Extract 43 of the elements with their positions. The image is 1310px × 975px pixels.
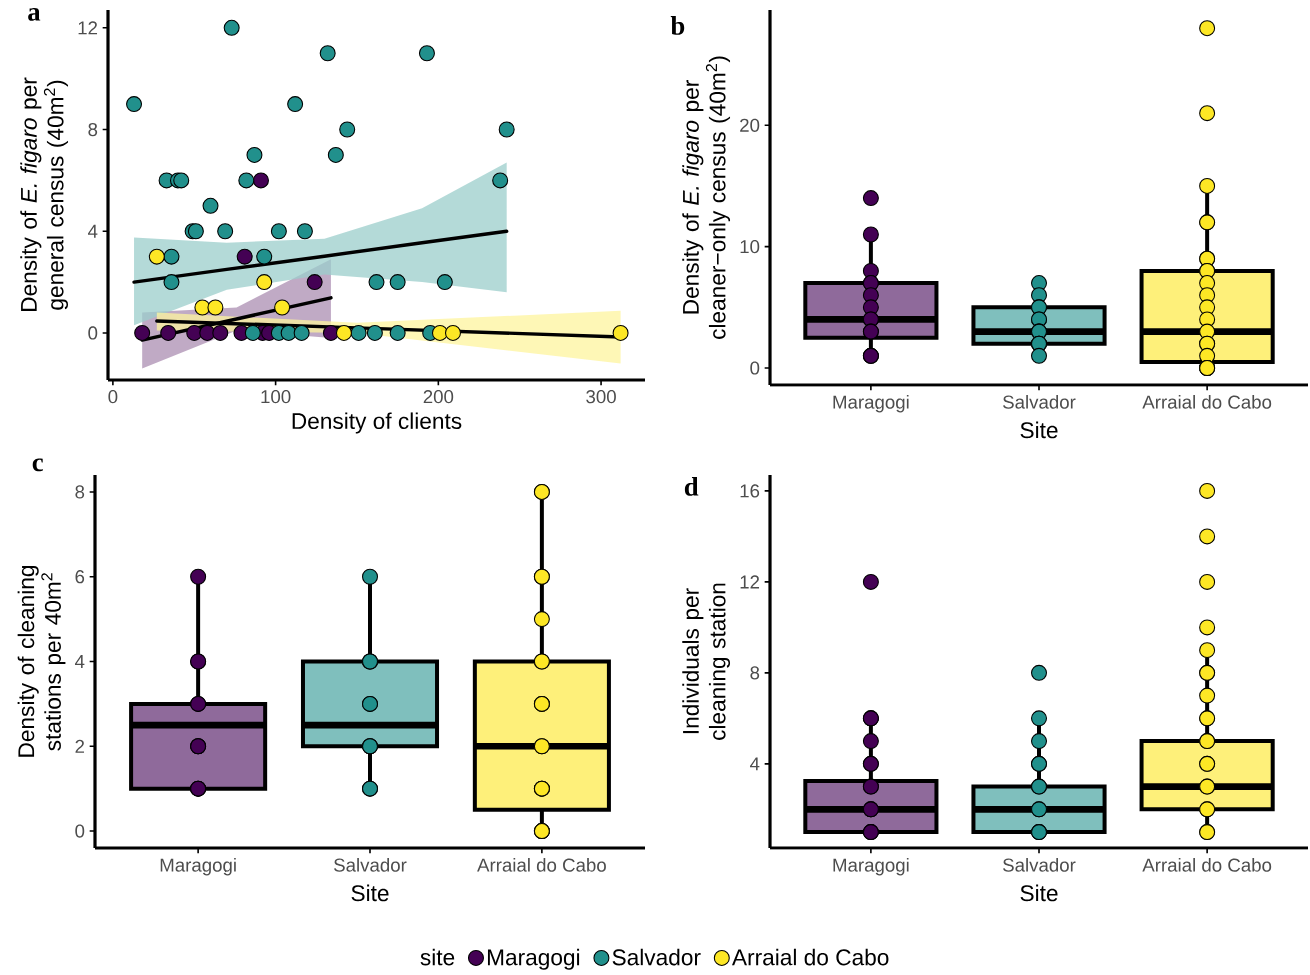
- y-tick-label: 8: [88, 122, 98, 137]
- y-tick-label: 10: [740, 240, 760, 254]
- x-tick-label: 300: [586, 390, 616, 404]
- x-axis-title: Density of clients: [292, 412, 462, 434]
- x-tick-label: Maragogi: [833, 858, 909, 876]
- chart-title: d: [684, 477, 699, 496]
- x-tick-label: Salvador: [334, 858, 407, 872]
- y-axis-title: Density of cleaning stations per 40m$^{2}$: [17, 566, 66, 757]
- chart-title: b: [670, 16, 685, 35]
- x-tick-label: Arraial do Cabo: [1142, 395, 1272, 409]
- x-tick-label: Maragogi: [833, 395, 909, 413]
- legend-title: site: [420, 948, 455, 966]
- y-tick-label: 8: [75, 485, 85, 499]
- y-axis-title: Individuals per cleaning station: [682, 583, 731, 740]
- chart-title: c: [32, 458, 43, 472]
- y-tick-label: 4: [750, 757, 760, 771]
- x-axis-title: Site: [1020, 421, 1058, 439]
- x-tick-label: Salvador: [1003, 858, 1076, 872]
- y-tick-label: 8: [750, 666, 760, 680]
- y-tick-label: 0: [88, 326, 98, 340]
- x-tick-label: Maragogi: [160, 858, 236, 876]
- legend-label: Arraial do Cabo: [731, 948, 889, 966]
- y-tick-label: 0: [75, 824, 85, 838]
- y-tick-label: 12: [740, 575, 760, 589]
- x-axis-title: Site: [351, 884, 389, 902]
- x-tick-label: Arraial do Cabo: [1142, 858, 1272, 872]
- y-tick-label: 12: [78, 21, 98, 35]
- x-tick-label: Arraial do Cabo: [477, 858, 606, 872]
- y-tick-label: 6: [75, 570, 85, 584]
- chart-title: a: [28, 8, 41, 21]
- legend-label: Salvador: [612, 948, 701, 966]
- y-tick-label: 20: [740, 118, 760, 132]
- legend-label: Maragogi: [487, 948, 580, 970]
- y-tick-label: 4: [87, 224, 98, 238]
- x-tick-label: Salvador: [1003, 395, 1076, 409]
- x-tick-label: 0: [108, 390, 118, 404]
- y-tick-label: 2: [75, 739, 85, 753]
- x-axis-title: Site: [1020, 884, 1058, 902]
- x-tick-label: 100: [261, 390, 291, 404]
- y-tick-label: 0: [750, 361, 760, 375]
- x-tick-label: 200: [423, 390, 454, 404]
- y-tick-label: 4: [74, 655, 85, 668]
- y-tick-label: 16: [740, 484, 760, 498]
